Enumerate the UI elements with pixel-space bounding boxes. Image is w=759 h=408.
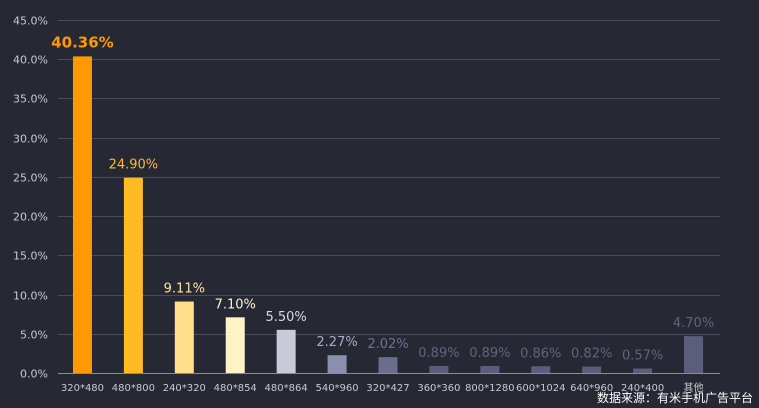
- x-axis-ticks: 320*480 480*800 240*320 480*854 480*864 540*9…: [61, 381, 704, 394]
- value-label-11: 0.57%: [622, 349, 663, 364]
- value-label-5: 2.27%: [316, 335, 357, 350]
- x-tick-label-2: 240*320: [163, 383, 206, 394]
- x-tick-label-1: 480*800: [112, 383, 155, 394]
- y-tick-label: 20.0%: [13, 211, 48, 224]
- y-tick-label: 25.0%: [13, 172, 48, 185]
- bar-10: [582, 366, 602, 373]
- y-axis-ticks: 0.0% 5.0% 10.0% 15.0% 20.0% 25.0% 30.0% 35.0% 40…: [13, 15, 48, 381]
- x-tick-label-7: 360*360: [417, 383, 460, 394]
- y-tick-label: 45.0%: [13, 15, 48, 28]
- bar-1: [123, 177, 143, 373]
- x-tick-label-10: 640*960: [570, 383, 613, 394]
- x-tick-label-6: 320*427: [366, 383, 409, 394]
- y-tick-label: 0.0%: [20, 368, 48, 381]
- bar-3: [225, 317, 245, 373]
- x-tick-label-5: 540*960: [315, 383, 358, 394]
- y-tick-label: 40.0%: [13, 54, 48, 67]
- value-label-12: 4.70%: [673, 316, 714, 331]
- value-label-10: 0.82%: [571, 347, 612, 362]
- bar-8: [480, 366, 500, 373]
- y-tick-label: 5.0%: [20, 329, 48, 342]
- y-tick-label: 35.0%: [13, 93, 48, 106]
- x-tick-label-4: 480*864: [265, 383, 308, 394]
- bar-11: [633, 368, 653, 373]
- x-tick-label-12: 其他: [684, 381, 704, 394]
- data-source-note: 数据来源：有米手机广告平台: [596, 391, 753, 405]
- y-tick-label: 10.0%: [13, 290, 48, 303]
- bar-0: [72, 56, 92, 373]
- value-label-1: 24.90%: [109, 158, 159, 173]
- x-tick-label-3: 480*854: [214, 383, 257, 394]
- bars: [72, 56, 704, 373]
- bar-2: [174, 301, 194, 373]
- x-tick-label-0: 320*480: [61, 383, 104, 394]
- value-label-2: 9.11%: [164, 282, 205, 297]
- x-tick-label-8: 800*1280: [465, 383, 515, 394]
- value-labels: 40.36% 24.90% 9.11% 7.10% 5.50% 2.27% 2.02% 0.8…: [51, 33, 714, 363]
- bar-6: [378, 357, 398, 373]
- bar-7: [429, 366, 449, 373]
- value-label-8: 0.89%: [469, 346, 510, 361]
- bar-12: [684, 336, 704, 373]
- value-label-9: 0.86%: [520, 346, 561, 361]
- value-label-0: 40.36%: [51, 33, 113, 51]
- bar-5: [327, 355, 347, 373]
- grid-lines: [58, 20, 720, 374]
- x-tick-label-11: 240*400: [621, 383, 664, 394]
- bar-9: [531, 366, 551, 373]
- value-label-7: 0.89%: [418, 346, 459, 361]
- y-tick-label: 15.0%: [13, 250, 48, 263]
- value-label-3: 7.10%: [215, 297, 256, 312]
- bar-4: [276, 329, 296, 373]
- y-tick-label: 30.0%: [13, 133, 48, 146]
- value-label-4: 5.50%: [265, 310, 306, 325]
- value-label-6: 2.02%: [367, 337, 408, 352]
- x-tick-label-9: 600*1024: [516, 383, 566, 394]
